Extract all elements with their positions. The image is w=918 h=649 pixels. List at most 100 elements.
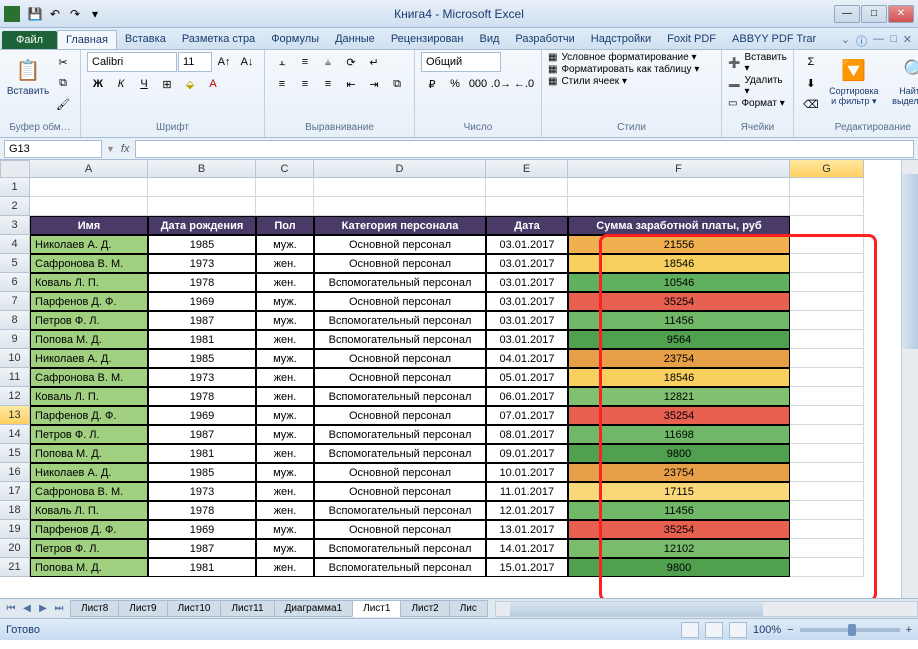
data-cell[interactable]: Вспомогательный персонал — [314, 539, 486, 558]
col-header-D[interactable]: D — [314, 160, 486, 178]
col-header-F[interactable]: F — [568, 160, 790, 178]
horizontal-scrollbar[interactable] — [495, 601, 918, 617]
ribbon-tab-5[interactable]: Рецензирован — [383, 30, 472, 49]
font-size-select[interactable] — [178, 52, 212, 72]
header-cell[interactable]: Дата рождения — [148, 216, 256, 235]
save-icon[interactable]: 💾 — [26, 5, 44, 23]
row-header-8[interactable]: 8 — [0, 311, 30, 330]
header-cell[interactable]: Дата — [486, 216, 568, 235]
data-cell[interactable]: 9800 — [568, 444, 790, 463]
close-button[interactable]: ✕ — [888, 5, 914, 23]
data-cell[interactable]: муж. — [256, 349, 314, 368]
ribbon-tab-10[interactable]: ABBYY PDF Trar — [724, 30, 824, 49]
border-icon[interactable]: ⊞ — [156, 74, 178, 94]
data-cell[interactable]: 1978 — [148, 501, 256, 520]
data-cell[interactable]: 1985 — [148, 463, 256, 482]
data-cell[interactable]: 1987 — [148, 311, 256, 330]
row-header-3[interactable]: 3 — [0, 216, 30, 235]
col-header-E[interactable]: E — [486, 160, 568, 178]
clear-icon[interactable]: ⌫ — [800, 94, 822, 114]
data-cell[interactable] — [790, 463, 864, 482]
row-header-19[interactable]: 19 — [0, 520, 30, 539]
paste-button[interactable]: 📋 Вставить — [6, 52, 50, 99]
cell[interactable] — [148, 197, 256, 216]
data-cell[interactable]: Попова М. Д. — [30, 558, 148, 577]
data-cell[interactable] — [790, 444, 864, 463]
data-cell[interactable]: 35254 — [568, 292, 790, 311]
row-header-16[interactable]: 16 — [0, 463, 30, 482]
row-header-14[interactable]: 14 — [0, 425, 30, 444]
data-cell[interactable] — [790, 273, 864, 292]
normal-view-icon[interactable] — [681, 622, 699, 638]
row-header-15[interactable]: 15 — [0, 444, 30, 463]
orientation-icon[interactable]: ⟳ — [340, 52, 362, 72]
data-cell[interactable] — [790, 482, 864, 501]
data-cell[interactable]: Сафронова В. М. — [30, 482, 148, 501]
page-break-view-icon[interactable] — [729, 622, 747, 638]
row-header-5[interactable]: 5 — [0, 254, 30, 273]
data-cell[interactable]: 1973 — [148, 368, 256, 387]
data-cell[interactable]: Основной персонал — [314, 235, 486, 254]
data-cell[interactable]: Вспомогательный персонал — [314, 311, 486, 330]
data-cell[interactable]: 18546 — [568, 254, 790, 273]
page-layout-view-icon[interactable] — [705, 622, 723, 638]
header-cell[interactable]: Пол — [256, 216, 314, 235]
ribbon-tab-2[interactable]: Разметка стра — [174, 30, 263, 49]
sheet-nav-prev-icon[interactable]: ◀ — [20, 602, 34, 616]
cell[interactable] — [30, 178, 148, 197]
data-cell[interactable]: 11698 — [568, 425, 790, 444]
shrink-font-icon[interactable]: A↓ — [236, 52, 258, 72]
header-cell[interactable]: Категория персонала — [314, 216, 486, 235]
bold-icon[interactable]: Ж — [87, 74, 109, 94]
hscroll-thumb[interactable] — [510, 602, 763, 616]
data-cell[interactable]: Вспомогательный персонал — [314, 387, 486, 406]
data-cell[interactable]: жен. — [256, 368, 314, 387]
data-cell[interactable] — [790, 330, 864, 349]
zoom-in-icon[interactable]: + — [906, 624, 912, 636]
ribbon-tab-0[interactable]: Главная — [57, 30, 117, 49]
fill-icon[interactable]: ⬇ — [800, 73, 822, 93]
data-cell[interactable]: 1969 — [148, 406, 256, 425]
data-cell[interactable] — [790, 387, 864, 406]
row-header-7[interactable]: 7 — [0, 292, 30, 311]
header-cell[interactable]: Имя — [30, 216, 148, 235]
sheet-nav-next-icon[interactable]: ▶ — [36, 602, 50, 616]
data-cell[interactable]: Основной персонал — [314, 520, 486, 539]
font-name-select[interactable] — [87, 52, 177, 72]
row-header-1[interactable]: 1 — [0, 178, 30, 197]
data-cell[interactable]: 03.01.2017 — [486, 235, 568, 254]
data-cell[interactable]: Попова М. Д. — [30, 330, 148, 349]
align-left-icon[interactable]: ≡ — [271, 74, 293, 94]
data-cell[interactable]: 11456 — [568, 311, 790, 330]
row-header-13[interactable]: 13 — [0, 406, 30, 425]
mdi-restore-icon[interactable]: □ — [890, 33, 897, 49]
data-cell[interactable]: Попова М. Д. — [30, 444, 148, 463]
data-cell[interactable]: 1981 — [148, 330, 256, 349]
data-cell[interactable]: Основной персонал — [314, 482, 486, 501]
fill-color-icon[interactable]: ⬙ — [179, 74, 201, 94]
data-cell[interactable]: Петров Ф. Л. — [30, 539, 148, 558]
data-cell[interactable]: Коваль Л. П. — [30, 501, 148, 520]
data-cell[interactable]: жен. — [256, 254, 314, 273]
ribbon-tab-9[interactable]: Foxit PDF — [659, 30, 724, 49]
cut-icon[interactable]: ✂ — [52, 52, 74, 72]
maximize-button[interactable]: □ — [861, 5, 887, 23]
data-cell[interactable]: 9564 — [568, 330, 790, 349]
sheet-tab-0[interactable]: Лист8 — [70, 600, 119, 617]
minimize-button[interactable]: — — [834, 5, 860, 23]
data-cell[interactable]: 1978 — [148, 387, 256, 406]
number-format-select[interactable] — [421, 52, 501, 72]
data-cell[interactable]: 07.01.2017 — [486, 406, 568, 425]
data-cell[interactable] — [790, 368, 864, 387]
select-all-corner[interactable] — [0, 160, 30, 178]
data-cell[interactable] — [790, 425, 864, 444]
align-top-icon[interactable]: ⫠ — [271, 52, 293, 72]
data-cell[interactable]: 12102 — [568, 539, 790, 558]
data-cell[interactable]: 10546 — [568, 273, 790, 292]
data-cell[interactable]: 9800 — [568, 558, 790, 577]
row-header-12[interactable]: 12 — [0, 387, 30, 406]
redo-icon[interactable]: ↷ — [66, 5, 84, 23]
data-cell[interactable]: Парфенов Д. Ф. — [30, 406, 148, 425]
data-cell[interactable]: 1973 — [148, 482, 256, 501]
file-tab[interactable]: Файл — [2, 31, 57, 49]
